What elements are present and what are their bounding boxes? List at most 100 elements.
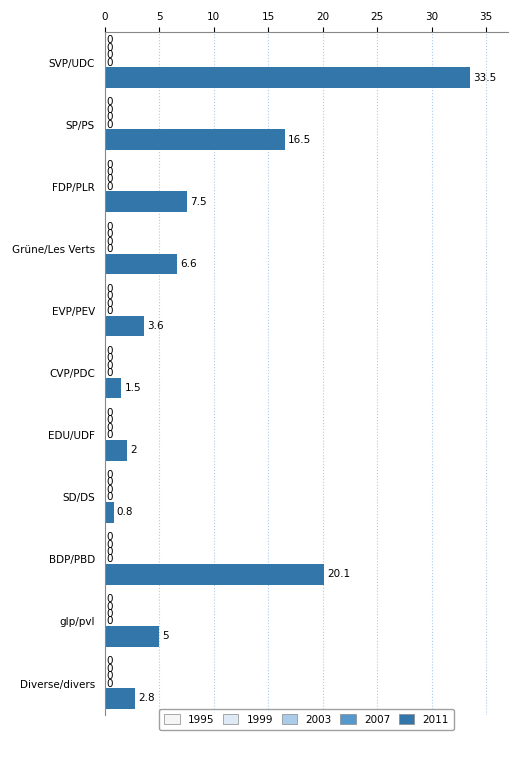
Bar [105, 626, 159, 647]
Bar [105, 534, 107, 540]
Bar [105, 681, 107, 687]
Bar [105, 308, 107, 314]
Bar [105, 184, 107, 190]
Text: 0: 0 [107, 43, 113, 53]
Text: 0: 0 [107, 182, 113, 192]
Text: 0: 0 [107, 360, 113, 370]
Text: 1.5: 1.5 [124, 383, 141, 393]
Text: 0: 0 [107, 617, 113, 627]
Bar [105, 176, 107, 182]
Bar [105, 494, 107, 501]
Text: 0: 0 [107, 485, 113, 495]
Bar [105, 480, 107, 485]
Text: 2: 2 [130, 445, 137, 455]
Bar [105, 425, 107, 430]
Bar [105, 169, 107, 175]
Text: 16.5: 16.5 [288, 135, 311, 145]
Text: 0: 0 [107, 408, 113, 418]
Text: 0: 0 [107, 353, 113, 363]
Text: 7.5: 7.5 [190, 197, 206, 207]
Text: 0: 0 [107, 554, 113, 564]
Text: 6.6: 6.6 [180, 259, 197, 269]
Bar [105, 122, 107, 128]
Text: 0: 0 [107, 664, 113, 674]
Text: 0: 0 [107, 368, 113, 378]
Text: 0.8: 0.8 [117, 507, 133, 517]
Text: 0: 0 [107, 236, 113, 246]
Bar [105, 316, 144, 336]
Bar [105, 549, 107, 555]
Text: 0: 0 [107, 50, 113, 60]
Text: 33.5: 33.5 [473, 72, 497, 82]
Bar [105, 410, 107, 416]
Bar [105, 564, 324, 584]
Bar [105, 673, 107, 679]
Text: 0: 0 [107, 430, 113, 440]
Text: 0: 0 [107, 291, 113, 301]
Bar [105, 472, 107, 478]
Bar [105, 60, 107, 65]
Text: 0: 0 [107, 105, 113, 115]
Bar [105, 224, 107, 229]
Bar [105, 246, 107, 252]
Text: 0: 0 [107, 656, 113, 666]
Bar [105, 356, 107, 361]
Text: 0: 0 [107, 98, 113, 108]
Text: 0: 0 [107, 470, 113, 480]
Bar [105, 67, 470, 88]
Bar [105, 688, 135, 709]
Bar [105, 231, 107, 237]
Text: 0: 0 [107, 299, 113, 309]
Text: 0: 0 [107, 222, 113, 232]
Bar [105, 666, 107, 671]
Text: 5: 5 [163, 631, 169, 641]
Bar [105, 440, 127, 460]
Bar [105, 363, 107, 369]
Text: 0: 0 [107, 547, 113, 557]
Text: 0: 0 [107, 601, 113, 611]
Bar [105, 301, 107, 306]
Text: 0: 0 [107, 159, 113, 169]
Text: 0: 0 [107, 229, 113, 239]
Bar [105, 596, 107, 602]
Bar [105, 502, 113, 523]
Text: 0: 0 [107, 594, 113, 604]
Text: 20.1: 20.1 [327, 569, 350, 579]
Text: 0: 0 [107, 346, 113, 356]
Text: 0: 0 [107, 423, 113, 433]
Text: 0: 0 [107, 415, 113, 425]
Bar [105, 192, 187, 213]
Text: 0: 0 [107, 532, 113, 542]
Text: 0: 0 [107, 492, 113, 502]
Text: 0: 0 [107, 58, 113, 68]
Bar [105, 38, 107, 43]
Text: 2.8: 2.8 [139, 694, 155, 704]
Bar [105, 378, 121, 398]
Bar [105, 604, 107, 610]
Text: 0: 0 [107, 609, 113, 619]
Text: 0: 0 [107, 35, 113, 45]
Bar [105, 618, 107, 624]
Bar [105, 658, 107, 665]
Bar [105, 52, 107, 59]
Text: 3.6: 3.6 [147, 321, 164, 331]
Bar [105, 107, 107, 113]
Bar [105, 417, 107, 424]
Bar [105, 129, 284, 150]
Text: 0: 0 [107, 678, 113, 688]
Text: 0: 0 [107, 671, 113, 681]
Text: 0: 0 [107, 175, 113, 185]
Bar [105, 99, 107, 105]
Text: 0: 0 [107, 477, 113, 487]
Text: 0: 0 [107, 167, 113, 177]
Bar [105, 45, 107, 51]
Text: 0: 0 [107, 306, 113, 316]
Bar [105, 253, 177, 274]
Bar [105, 348, 107, 353]
Bar [105, 293, 107, 299]
Bar [105, 286, 107, 292]
Bar [105, 541, 107, 547]
Text: 0: 0 [107, 540, 113, 550]
Bar [105, 370, 107, 376]
Text: 0: 0 [107, 120, 113, 130]
